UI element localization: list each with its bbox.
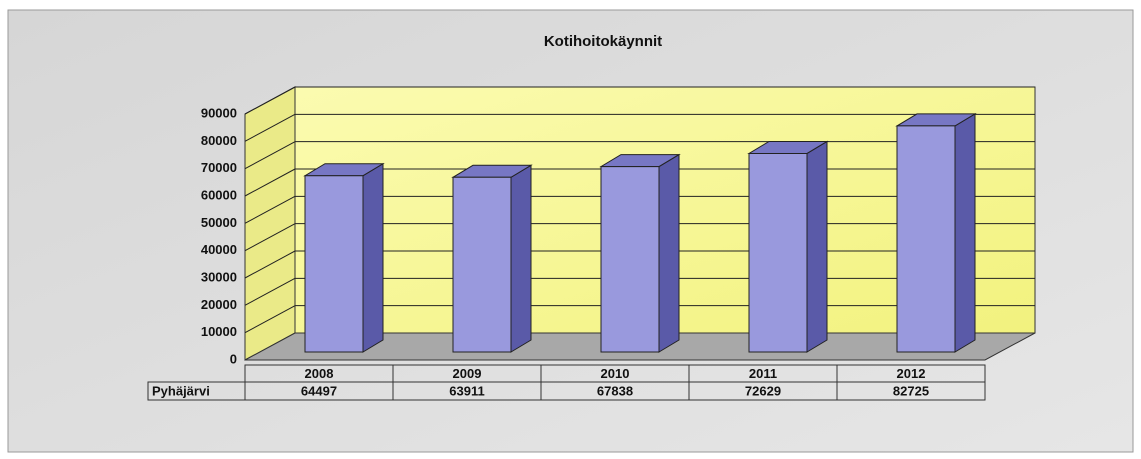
data-label: 64497	[301, 383, 337, 398]
bar	[451, 164, 533, 353]
bar-front	[748, 152, 808, 353]
y-tick-label: 80000	[201, 133, 237, 148]
bar	[895, 113, 977, 353]
bar-side	[658, 153, 680, 353]
grid-line	[244, 277, 296, 306]
table-cell	[836, 381, 986, 401]
x-tick-label: 2010	[601, 366, 630, 381]
y-tick-label: 10000	[201, 324, 237, 339]
grid-line	[244, 86, 296, 115]
bar-side	[510, 164, 532, 353]
grid-line	[244, 195, 296, 224]
grid-line	[244, 250, 296, 279]
y-tick-label: 50000	[201, 215, 237, 230]
x-tick-label: 2009	[453, 366, 482, 381]
grid-line	[244, 168, 296, 197]
bar-side	[362, 162, 384, 353]
y-tick-label: 20000	[201, 297, 237, 312]
x-tick-label: 2012	[897, 366, 926, 381]
y-tick-label: 40000	[201, 242, 237, 257]
data-label: 67838	[597, 383, 633, 398]
legend-label: Pyhäjärvi	[152, 383, 210, 398]
grid-line	[244, 223, 296, 252]
data-label: 72629	[745, 383, 781, 398]
grid-line	[244, 113, 296, 142]
bar-front	[600, 166, 660, 353]
bar-side	[806, 140, 828, 353]
y-tick-label: 70000	[201, 160, 237, 175]
data-label: 82725	[893, 383, 929, 398]
x-tick-label: 2011	[749, 366, 777, 381]
bar	[303, 162, 385, 353]
bar-front	[304, 175, 364, 353]
x-tick-label: 2008	[305, 366, 334, 381]
data-label: 63911	[449, 383, 484, 398]
grid-line	[244, 305, 296, 334]
grid-line	[244, 141, 296, 170]
y-tick-label: 90000	[201, 105, 237, 120]
bar-front	[896, 125, 956, 353]
y-tick-label: 30000	[201, 269, 237, 284]
bar-side	[954, 113, 976, 353]
bar-front	[452, 176, 512, 353]
y-tick-label: 60000	[201, 187, 237, 202]
chart-title: Kotihoitokäynnit	[544, 33, 662, 50]
y-tick-label: 0	[230, 351, 237, 366]
bar	[747, 140, 829, 353]
bar	[599, 153, 681, 353]
